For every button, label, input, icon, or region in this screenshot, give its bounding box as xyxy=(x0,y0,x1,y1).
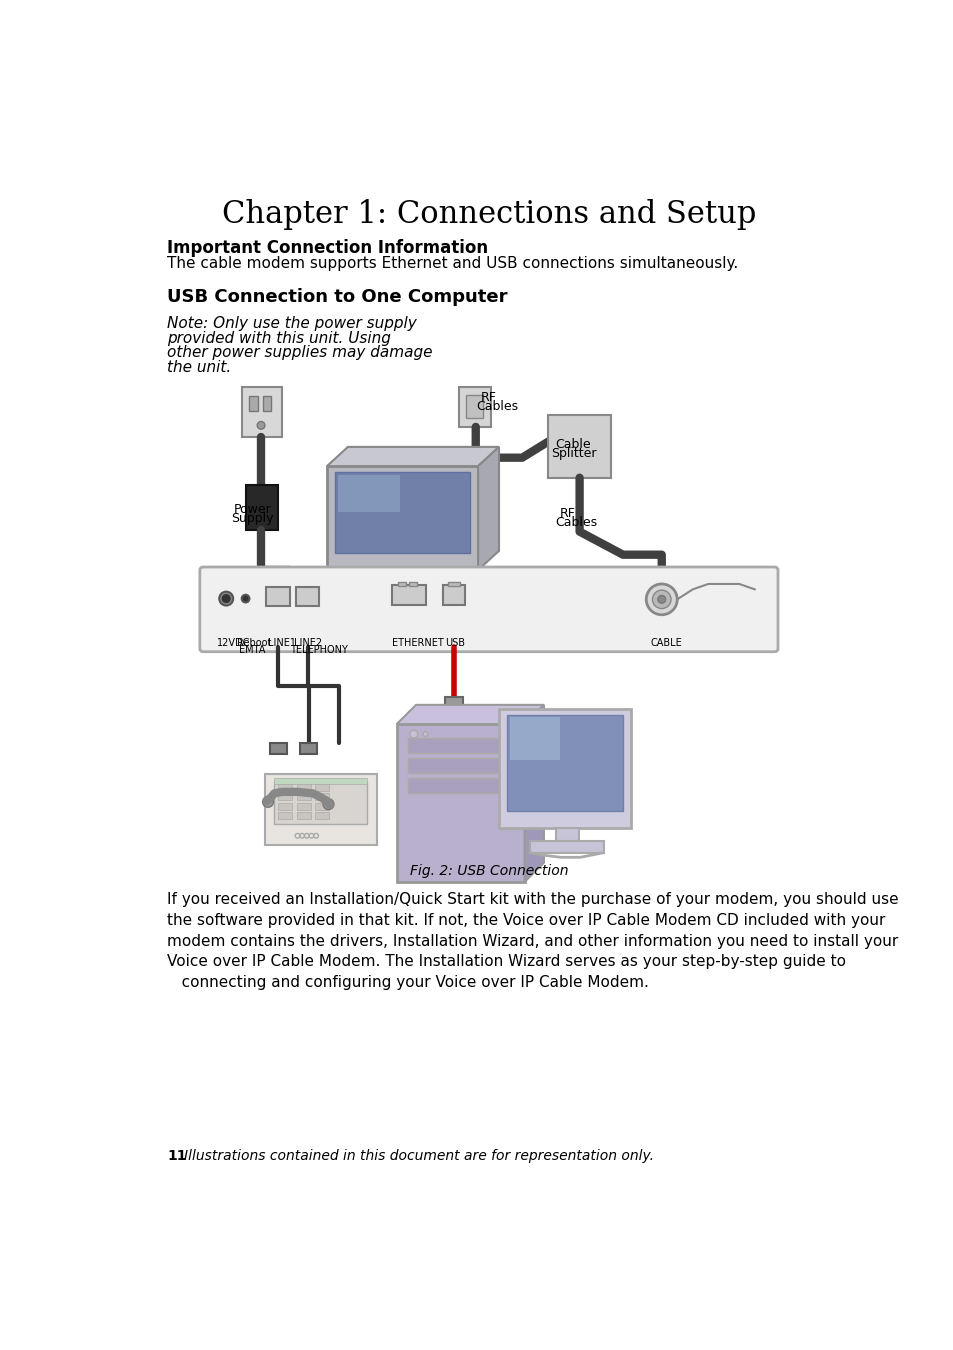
Text: Reboot: Reboot xyxy=(236,637,272,648)
Text: LINE1: LINE1 xyxy=(268,637,295,648)
Bar xyxy=(397,582,406,586)
Text: EMTA: EMTA xyxy=(239,645,266,655)
Text: 12VDC: 12VDC xyxy=(216,637,250,648)
Bar xyxy=(278,803,292,810)
Bar xyxy=(447,582,459,586)
Text: ETHERNET: ETHERNET xyxy=(392,637,443,648)
Bar xyxy=(315,803,329,810)
Bar xyxy=(335,472,470,554)
Bar xyxy=(296,803,311,810)
Text: Power: Power xyxy=(233,504,272,516)
Text: provided with this unit. Using: provided with this unit. Using xyxy=(167,331,391,346)
Bar xyxy=(337,475,399,512)
Bar xyxy=(266,587,290,606)
Text: Splitter: Splitter xyxy=(550,447,596,460)
Text: Chapter 1: Connections and Setup: Chapter 1: Connections and Setup xyxy=(221,198,756,230)
Text: the unit.: the unit. xyxy=(167,360,232,375)
Text: Important Connection Information: Important Connection Information xyxy=(167,239,488,256)
Bar xyxy=(506,716,622,811)
Bar xyxy=(270,744,287,755)
Text: If you received an Installation/Quick Start kit with the purchase of your modem,: If you received an Installation/Quick St… xyxy=(167,892,898,907)
Circle shape xyxy=(645,585,677,614)
Bar xyxy=(295,587,319,606)
Circle shape xyxy=(652,590,670,609)
Circle shape xyxy=(262,796,274,807)
Bar xyxy=(444,697,463,713)
Bar xyxy=(466,396,483,418)
Bar xyxy=(274,782,367,825)
Bar xyxy=(407,757,514,774)
Text: USB: USB xyxy=(445,637,465,648)
Circle shape xyxy=(658,595,665,603)
Bar xyxy=(299,744,316,755)
Polygon shape xyxy=(396,705,543,724)
Bar xyxy=(296,794,311,801)
Text: other power supplies may damage: other power supplies may damage xyxy=(167,346,433,360)
Bar xyxy=(396,724,524,882)
Text: RF: RF xyxy=(558,508,575,520)
Circle shape xyxy=(422,732,427,736)
Bar xyxy=(449,710,458,717)
Text: Note: Only use the power supply: Note: Only use the power supply xyxy=(167,316,416,331)
Bar xyxy=(241,387,282,437)
Text: USB Connection to One Computer: USB Connection to One Computer xyxy=(167,288,507,305)
Bar xyxy=(265,774,377,845)
Circle shape xyxy=(257,421,265,429)
Bar xyxy=(407,738,514,753)
Circle shape xyxy=(410,730,417,738)
Bar xyxy=(530,841,603,853)
Text: Cables: Cables xyxy=(555,516,598,529)
Circle shape xyxy=(219,591,233,606)
Circle shape xyxy=(241,595,249,602)
Text: CABLE: CABLE xyxy=(650,637,682,648)
Bar xyxy=(498,709,630,828)
Bar xyxy=(547,414,611,478)
Bar xyxy=(555,828,578,842)
Bar xyxy=(315,811,329,819)
Bar xyxy=(315,794,329,801)
Polygon shape xyxy=(477,447,498,570)
Bar xyxy=(296,811,311,819)
Text: modem contains the drivers, Installation Wizard, and other information you need : modem contains the drivers, Installation… xyxy=(167,934,898,949)
Text: Illustrations contained in this document are for representation only.: Illustrations contained in this document… xyxy=(184,1149,654,1164)
Polygon shape xyxy=(524,705,543,882)
Bar xyxy=(443,585,464,605)
Text: The cable modem supports Ethernet and USB connections simultaneously.: The cable modem supports Ethernet and US… xyxy=(167,256,738,271)
Text: Cables: Cables xyxy=(476,400,518,413)
Text: the software provided in that kit. If not, the Voice over IP Cable Modem CD incl: the software provided in that kit. If no… xyxy=(167,913,884,927)
Text: Cable: Cable xyxy=(555,437,590,451)
Text: Fig. 2: USB Connection: Fig. 2: USB Connection xyxy=(409,864,568,879)
Bar xyxy=(245,486,278,531)
Bar xyxy=(278,784,292,791)
Bar xyxy=(274,778,367,784)
Text: connecting and configuring your Voice over IP Cable Modem.: connecting and configuring your Voice ov… xyxy=(167,975,648,990)
Bar xyxy=(262,396,271,412)
Text: 11: 11 xyxy=(167,1149,187,1164)
Circle shape xyxy=(222,595,230,602)
Bar xyxy=(392,585,426,605)
Bar xyxy=(458,387,491,427)
Text: Supply: Supply xyxy=(232,513,274,525)
Bar xyxy=(509,717,559,760)
Text: TELEPHONY: TELEPHONY xyxy=(290,645,347,655)
Bar xyxy=(409,582,416,586)
Bar xyxy=(327,466,477,570)
Bar xyxy=(278,794,292,801)
Bar xyxy=(407,778,514,794)
Text: LINE2: LINE2 xyxy=(294,637,321,648)
Bar xyxy=(315,784,329,791)
Bar xyxy=(249,396,257,412)
Text: Voice over IP Cable Modem. The Installation Wizard serves as your step-by-step g: Voice over IP Cable Modem. The Installat… xyxy=(167,954,845,969)
Bar xyxy=(278,811,292,819)
Polygon shape xyxy=(327,447,498,466)
Bar xyxy=(296,784,311,791)
Text: RF: RF xyxy=(480,392,496,405)
Circle shape xyxy=(323,799,334,810)
FancyBboxPatch shape xyxy=(199,567,778,652)
